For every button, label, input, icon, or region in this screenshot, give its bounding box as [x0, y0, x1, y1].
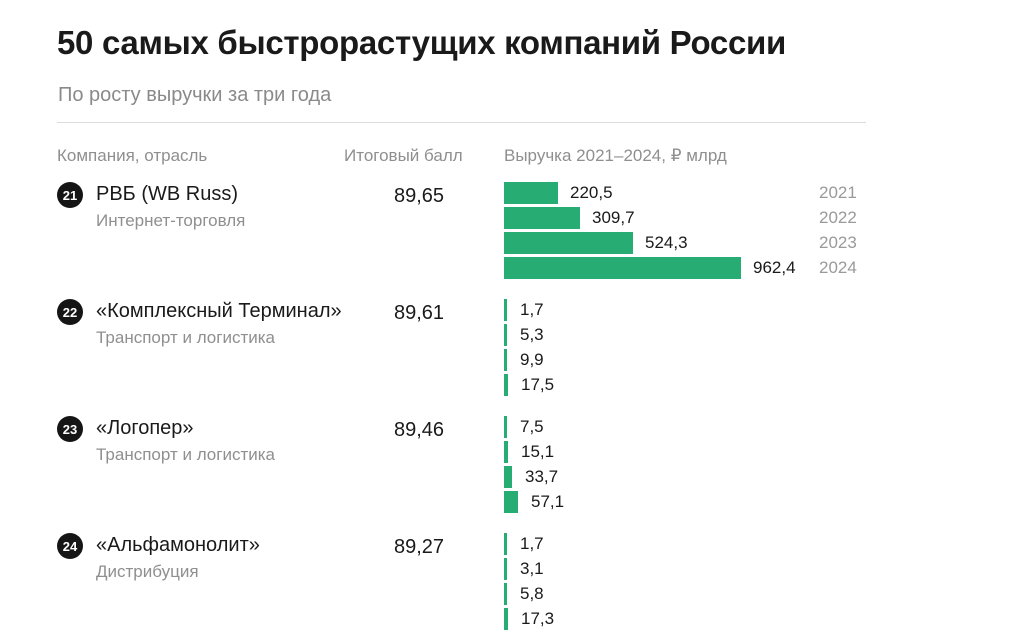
revenue-bar [504, 207, 580, 229]
total-score: 89,46 [394, 419, 445, 441]
column-header-company: Компания, отрасль [57, 146, 208, 165]
revenue-value: 57,1 [531, 492, 565, 511]
year-label: 2024 [819, 258, 857, 277]
revenue-value: 33,7 [525, 467, 559, 486]
column-header-score: Итоговый балл [344, 146, 463, 165]
revenue-value: 1,7 [520, 300, 544, 319]
company-industry: Транспорт и логистика [96, 328, 276, 347]
company-name: «Логопер» [96, 417, 194, 439]
revenue-bar [504, 324, 507, 346]
page-title: 50 самых быстрорастущих компаний России [57, 24, 787, 61]
revenue-value: 5,3 [520, 325, 544, 344]
revenue-bar [504, 441, 508, 463]
company-name: «Альфамонолит» [96, 534, 260, 556]
revenue-bar [504, 299, 507, 321]
revenue-value: 1,7 [520, 534, 544, 553]
total-score: 89,65 [394, 185, 445, 207]
revenue-value: 9,9 [520, 350, 544, 369]
revenue-bar [504, 466, 512, 488]
revenue-bar [504, 374, 508, 396]
revenue-bar [504, 491, 518, 513]
revenue-value: 309,7 [592, 208, 635, 227]
year-label: 2021 [819, 183, 857, 202]
company-industry: Интернет-торговля [96, 211, 246, 230]
company-name: «Комплексный Терминал» [96, 300, 342, 322]
revenue-bar [504, 608, 508, 630]
revenue-bar [504, 257, 741, 279]
rank-badge: 21 [57, 182, 83, 208]
revenue-value: 15,1 [521, 442, 555, 461]
company-industry: Транспорт и логистика [96, 445, 276, 464]
revenue-value: 962,4 [753, 258, 796, 277]
revenue-value: 220,5 [570, 183, 613, 202]
year-label: 2023 [819, 233, 857, 252]
revenue-value: 7,5 [520, 417, 544, 436]
company-industry: Дистрибуция [96, 562, 199, 581]
total-score: 89,27 [394, 536, 445, 558]
revenue-bar [504, 182, 558, 204]
header-divider [57, 122, 866, 123]
page-subtitle: По росту выручки за три года [58, 84, 332, 106]
total-score: 89,61 [394, 302, 445, 324]
revenue-bar [504, 349, 507, 371]
revenue-value: 3,1 [520, 559, 544, 578]
column-header-revenue: Выручка 2021–2024, ₽ млрд [504, 146, 727, 165]
revenue-value: 17,3 [521, 609, 555, 628]
company-name: РВБ (WB Russ) [96, 183, 239, 205]
rank-badge: 22 [57, 299, 83, 325]
revenue-bar [504, 533, 507, 555]
revenue-bar [504, 416, 507, 438]
revenue-value: 5,8 [520, 584, 544, 603]
revenue-value: 524,3 [645, 233, 688, 252]
revenue-bar [504, 583, 507, 605]
rank-badge: 24 [57, 533, 83, 559]
revenue-value: 17,5 [521, 375, 555, 394]
year-label: 2022 [819, 208, 857, 227]
revenue-bar [504, 232, 633, 254]
revenue-bar [504, 558, 507, 580]
rank-badge: 23 [57, 416, 83, 442]
